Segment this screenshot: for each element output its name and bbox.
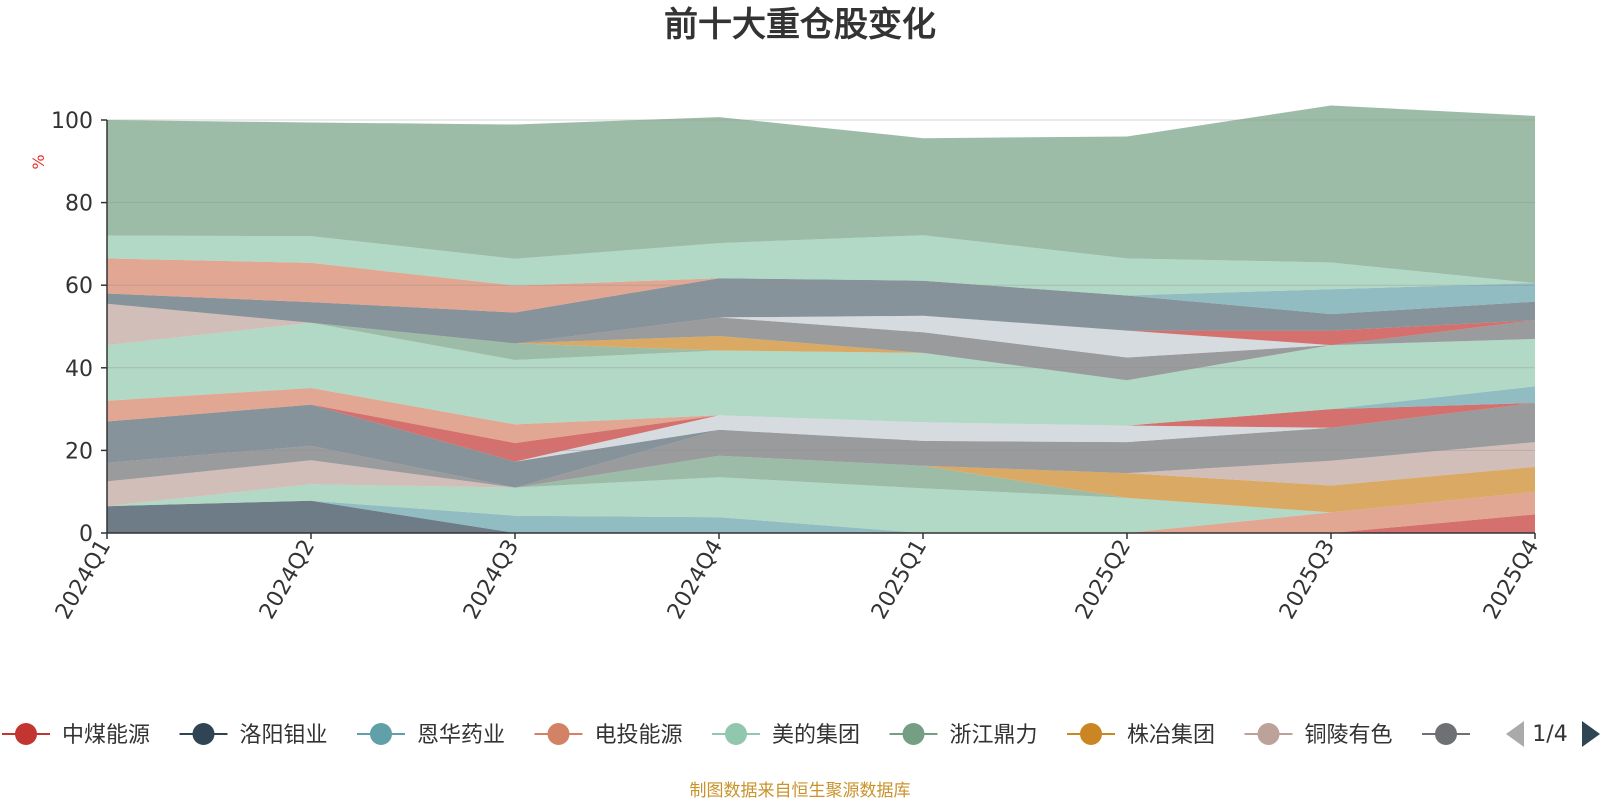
area-series-1 <box>107 514 1535 533</box>
x-tick-label: 2025Q3 <box>1275 536 1340 624</box>
legend-label: 株冶集团 <box>1127 723 1215 748</box>
area-series-10 <box>107 402 1535 488</box>
area-series-15 <box>107 322 1535 426</box>
legend-marker-icon <box>725 723 747 745</box>
area-series-17 <box>107 322 1535 381</box>
grid-lines <box>107 119 1535 451</box>
legend-item[interactable]: 恩华药业 <box>357 723 505 748</box>
legend-item[interactable]: 洛阳钼业 <box>179 723 328 748</box>
legend-item[interactable]: 中煤能源 <box>2 723 150 748</box>
data-source-note: 制图数据来自恒生聚源数据库 <box>690 781 911 800</box>
x-tick-label: 2024Q4 <box>663 536 728 624</box>
y-tick-label: 80 <box>65 192 93 217</box>
area-series-23 <box>107 278 1535 315</box>
legend-page-indicator: 1/4 <box>1532 722 1567 747</box>
x-tick-label: 2025Q4 <box>1479 536 1544 624</box>
area-series-9 <box>107 402 1535 488</box>
legend-pager: 1/4 <box>1506 721 1600 747</box>
legend-next-arrow-icon[interactable] <box>1582 721 1600 747</box>
legend-marker-icon <box>902 723 925 745</box>
legend-prev-arrow-icon[interactable] <box>1506 721 1524 747</box>
y-axis-unit: % <box>29 154 48 169</box>
axes <box>106 120 1535 534</box>
area-series-5 <box>107 477 1535 533</box>
legend-item[interactable]: 电投能源 <box>534 723 683 748</box>
plot-area <box>107 105 1535 533</box>
area-series-8 <box>107 442 1535 507</box>
legend-label: 中煤能源 <box>62 723 150 748</box>
area-series-20 <box>107 303 1535 358</box>
legend-marker-icon <box>192 723 215 745</box>
area-series-3 <box>107 500 1535 533</box>
area-series-14 <box>107 386 1535 443</box>
legend-label: 恩华药业 <box>417 723 505 748</box>
legend-label: 美的集团 <box>772 723 860 748</box>
area-series-7 <box>107 455 1535 513</box>
y-tick-label: 60 <box>65 274 93 299</box>
x-tick-label: 2024Q2 <box>255 536 320 624</box>
area-series-19 <box>107 303 1535 381</box>
area-series-2 <box>107 500 1535 533</box>
legend-marker-icon <box>370 723 392 745</box>
y-axis-ticks: 0 20 40 60 80 100 <box>51 109 107 547</box>
legend-marker-icon <box>547 723 570 745</box>
x-tick-label: 2025Q2 <box>1071 536 1136 624</box>
legend-item[interactable]: 浙江鼎力 <box>889 723 1038 748</box>
legend-marker-icon <box>1435 723 1457 745</box>
y-tick-label: 0 <box>79 522 93 547</box>
area-series-6 <box>107 455 1535 513</box>
x-tick-label: 2024Q3 <box>459 536 524 624</box>
legend-item[interactable]: 株冶集团 <box>1067 723 1215 748</box>
y-tick-label: 20 <box>65 439 93 464</box>
y-tick-label: 100 <box>51 109 93 134</box>
legend-marker-icon <box>1080 723 1102 745</box>
legend-label: 铜陵有色 <box>1305 723 1393 748</box>
area-series-12 <box>107 402 1535 462</box>
legend-marker-icon <box>1257 723 1280 745</box>
legend: 中煤能源 洛阳钼业 恩华药业 电投能源 美的集团 浙江鼎力 株冶集团 铜陵有色 铁流股份 <box>2 723 1570 748</box>
legend-item[interactable]: 铜陵有色 <box>1244 723 1393 748</box>
area-series-11 <box>107 402 1535 462</box>
legend-item[interactable]: 美的集团 <box>712 723 860 748</box>
x-tick-label: 2024Q1 <box>51 536 116 624</box>
y-tick-label: 40 <box>65 357 93 382</box>
legend-label: 浙江鼎力 <box>950 723 1038 748</box>
x-axis-ticks: 2024Q1 2024Q2 2024Q3 2024Q4 2025Q1 2025Q2 2025… <box>51 533 1544 624</box>
x-tick-label: 2025Q1 <box>867 536 932 624</box>
chart-title: 前十大重仓股变化 <box>664 5 936 45</box>
legend-item[interactable]: 铁流股份 <box>1422 723 1570 748</box>
legend-label: 电投能源 <box>595 723 683 748</box>
legend-label: 洛阳钼业 <box>240 723 328 748</box>
area-series-22 <box>107 278 1535 344</box>
legend-marker-icon <box>15 723 37 745</box>
area-series-25 <box>107 235 1535 296</box>
area-series-26 <box>107 105 1535 284</box>
area-series-24 <box>107 258 1535 313</box>
